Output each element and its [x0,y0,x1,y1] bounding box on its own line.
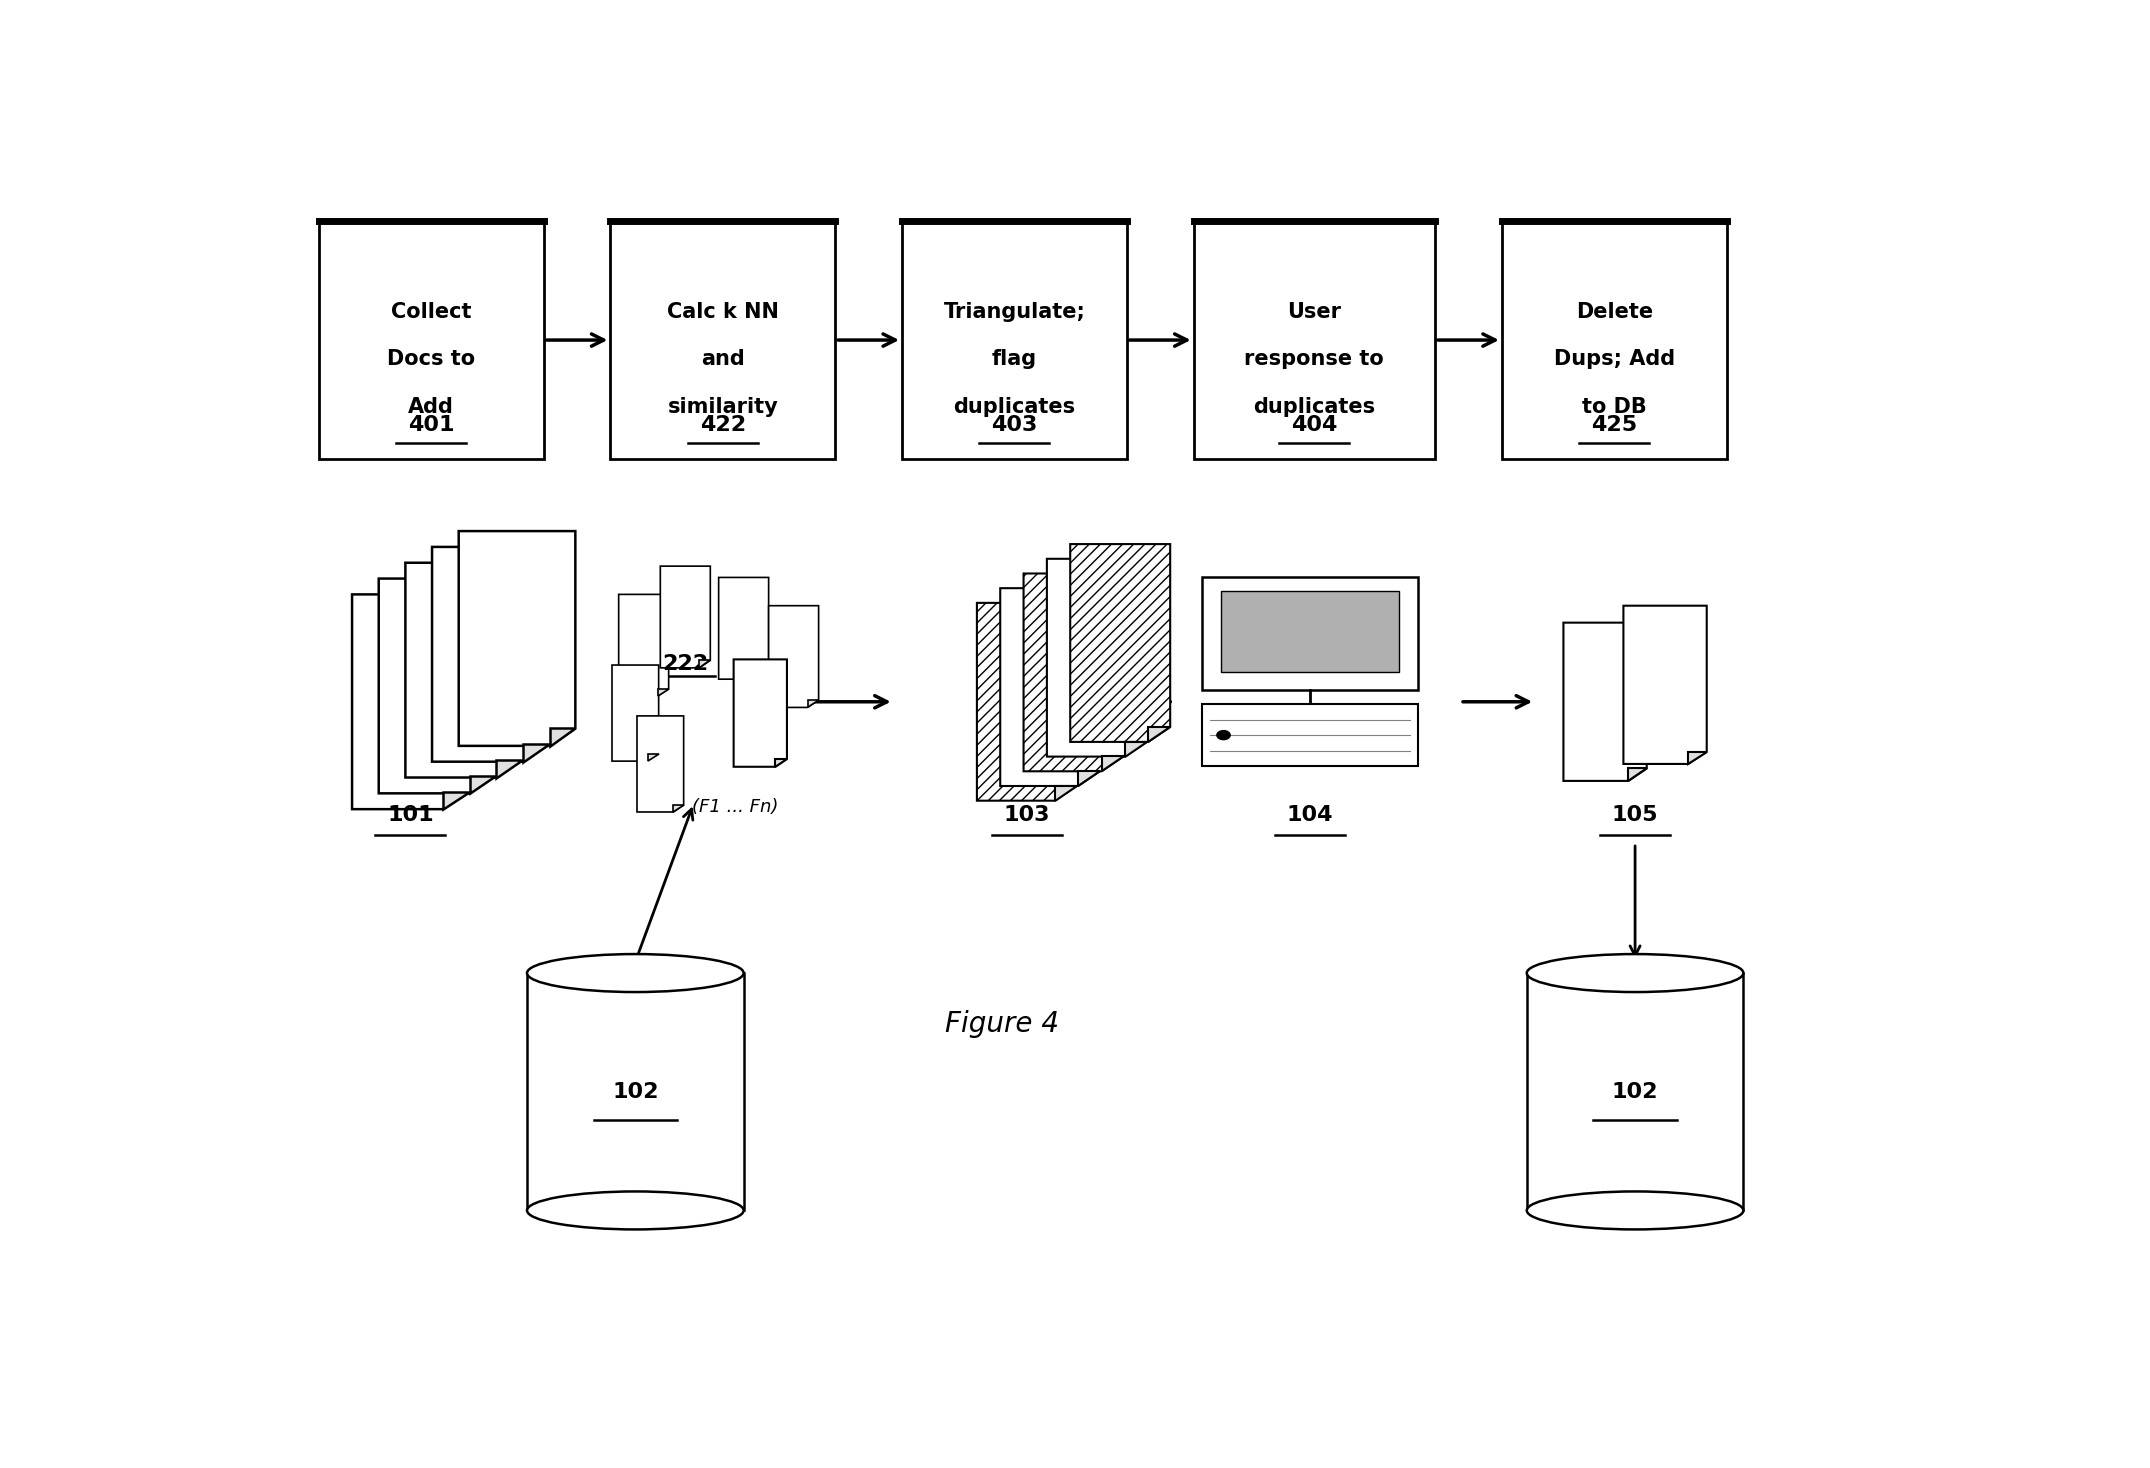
Text: 422: 422 [699,415,746,435]
Text: 103: 103 [1004,804,1049,825]
Bar [1193,222,1436,458]
Polygon shape [550,728,576,746]
Text: Add: Add [408,396,454,417]
Ellipse shape [1526,1192,1744,1229]
Polygon shape [1623,606,1707,763]
Text: Calc k NN: Calc k NN [666,301,778,321]
Polygon shape [406,562,522,778]
Polygon shape [458,531,576,746]
Polygon shape [432,548,548,762]
Text: 104: 104 [1288,804,1333,825]
Text: 101: 101 [387,804,434,825]
Polygon shape [497,760,522,778]
Polygon shape [658,688,669,696]
Polygon shape [353,595,469,809]
Text: (F1 ... Fn): (F1 ... Fn) [692,799,778,816]
Bar [1526,973,1744,1211]
Circle shape [1217,731,1230,740]
Polygon shape [443,791,469,809]
Bar [527,973,744,1211]
Text: Docs to: Docs to [387,349,475,368]
Bar [1202,705,1419,766]
Ellipse shape [1526,954,1744,992]
Polygon shape [619,595,669,696]
Polygon shape [1628,768,1647,781]
Polygon shape [1124,741,1146,756]
Text: flag: flag [991,349,1036,368]
Text: User: User [1288,301,1342,321]
Text: to DB: to DB [1582,396,1647,417]
Text: response to: response to [1245,349,1385,368]
Text: 403: 403 [991,415,1038,435]
Text: 102: 102 [1612,1082,1658,1102]
Polygon shape [636,716,684,812]
Polygon shape [976,603,1077,800]
Polygon shape [1000,589,1101,785]
Text: Figure 4: Figure 4 [944,1010,1060,1038]
Polygon shape [757,672,770,680]
Polygon shape [718,577,770,680]
Polygon shape [1101,756,1124,771]
Polygon shape [1688,752,1707,763]
Bar [1503,222,1726,458]
Bar [318,222,544,458]
Bar [611,222,834,458]
Text: 404: 404 [1292,415,1337,435]
Text: Dups; Add: Dups; Add [1554,349,1675,368]
Polygon shape [776,759,787,766]
Polygon shape [1056,785,1077,800]
Polygon shape [1077,771,1101,785]
Text: 425: 425 [1591,415,1638,435]
Text: duplicates: duplicates [952,396,1075,417]
Polygon shape [660,567,710,668]
Polygon shape [522,744,548,762]
Polygon shape [1563,622,1647,781]
Polygon shape [378,578,494,793]
Text: 401: 401 [408,415,454,435]
Polygon shape [613,665,658,760]
Text: similarity: similarity [666,396,778,417]
Text: Delete: Delete [1576,301,1653,321]
Text: Triangulate;: Triangulate; [944,301,1086,321]
Polygon shape [1148,727,1170,741]
Polygon shape [649,755,658,760]
Polygon shape [1023,574,1124,771]
Polygon shape [1047,559,1146,756]
Text: duplicates: duplicates [1253,396,1376,417]
Polygon shape [673,804,684,812]
Polygon shape [699,661,710,668]
Polygon shape [808,700,819,708]
Bar [1202,577,1419,690]
Text: 222: 222 [662,653,707,674]
Text: Collect: Collect [391,301,471,321]
Polygon shape [770,606,819,708]
Bar [1221,592,1400,672]
Polygon shape [469,777,494,793]
Polygon shape [1071,545,1170,741]
Text: 102: 102 [613,1082,658,1102]
Ellipse shape [527,954,744,992]
Text: and: and [701,349,744,368]
Polygon shape [733,659,787,766]
Bar [903,222,1127,458]
Ellipse shape [527,1192,744,1229]
Text: 105: 105 [1612,804,1658,825]
